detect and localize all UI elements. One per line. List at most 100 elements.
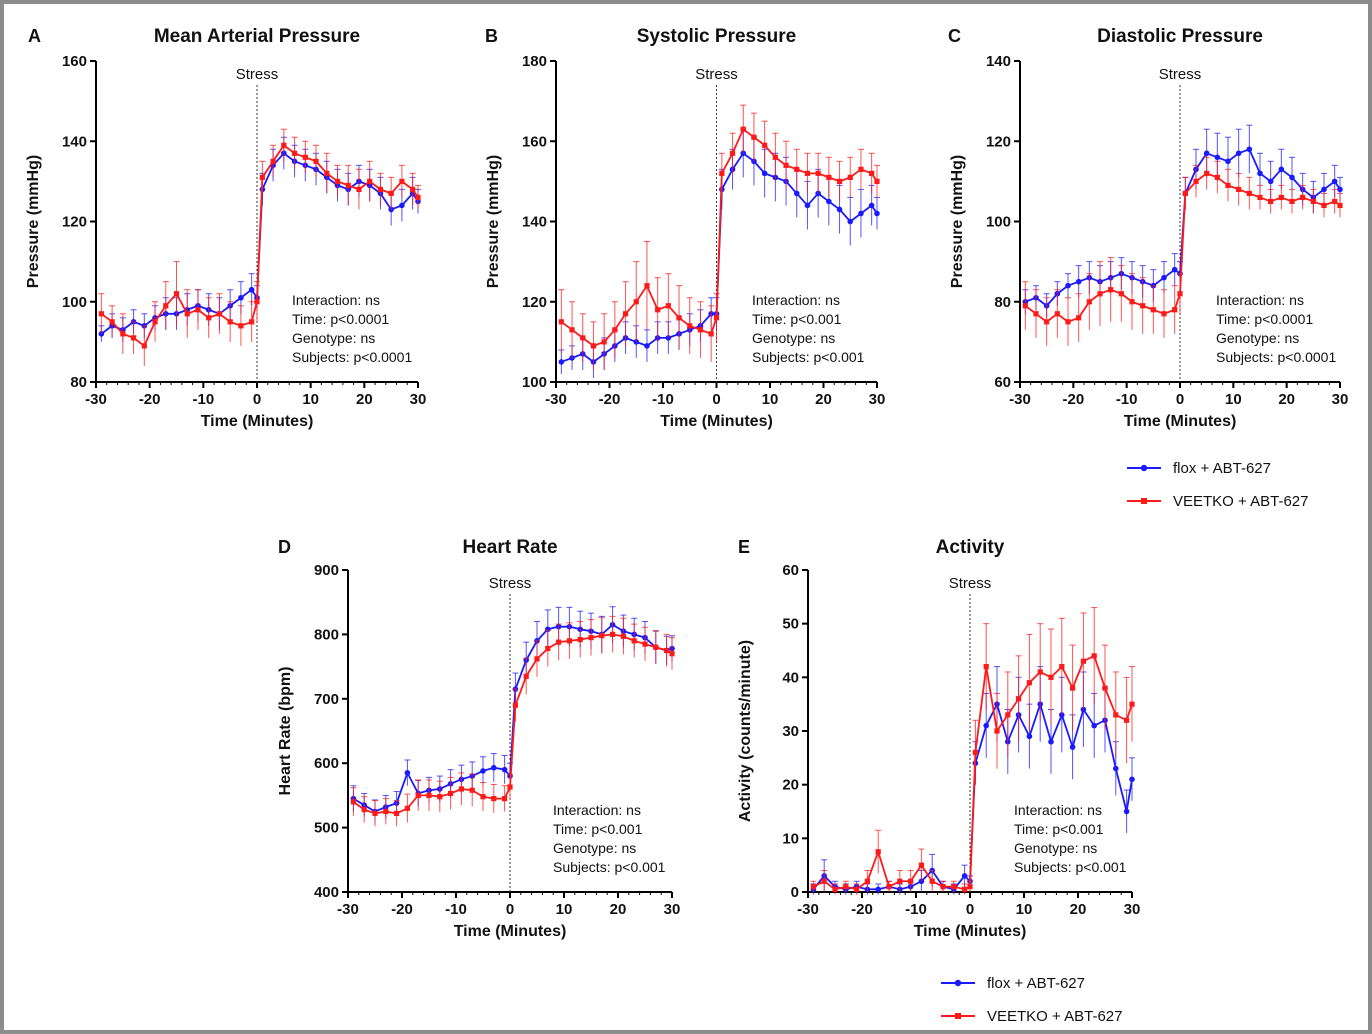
chart-title: Diastolic Pressure (1097, 26, 1263, 47)
data-point (929, 878, 935, 884)
x-tick-label: -10 (1116, 391, 1138, 408)
data-point (383, 808, 389, 815)
data-point (448, 790, 454, 797)
data-point (1129, 701, 1135, 707)
y-tick-label: 180 (522, 53, 547, 70)
stat-annotation: Genotype: ns (1014, 840, 1097, 856)
stat-annotation: Interaction: ns (553, 802, 641, 818)
data-point (426, 792, 432, 798)
data-point (1037, 669, 1043, 675)
stat-annotation: Genotype: ns (1216, 330, 1299, 346)
data-point (1278, 166, 1285, 173)
data-point (1214, 154, 1221, 161)
series-veetko (350, 615, 675, 827)
data-point (1022, 303, 1028, 309)
data-point (254, 299, 260, 305)
chart-title: Mean Arterial Pressure (154, 26, 360, 47)
data-point (713, 315, 720, 321)
data-point (620, 633, 626, 639)
data-point (394, 810, 400, 817)
figure-canvas: A Mean Arterial Pressure80100120140160-30… (25, 26, 1348, 1025)
data-point (676, 315, 682, 321)
data-point (908, 878, 914, 884)
x-tick-label: -10 (445, 901, 467, 918)
data-point (854, 886, 860, 892)
data-point (334, 178, 341, 184)
x-tick-label: 10 (762, 391, 779, 408)
legend-label: flox + ABT-627 (987, 975, 1085, 992)
data-point (972, 749, 978, 756)
series-veetko (558, 104, 880, 370)
data-point (1091, 653, 1097, 659)
legend-marker (955, 1013, 961, 1019)
data-point (1204, 170, 1210, 176)
data-point (1150, 307, 1156, 313)
data-point (195, 307, 201, 313)
legend-marker (1140, 464, 1148, 472)
data-point (469, 787, 475, 793)
chart-panel-a: A Mean Arterial Pressure80100120140160-30… (25, 26, 426, 430)
data-point (410, 186, 416, 192)
data-point (588, 635, 594, 641)
data-point (580, 335, 586, 341)
data-point (1080, 658, 1086, 664)
data-point (740, 126, 746, 132)
stress-label: Stress (1159, 66, 1202, 83)
x-tick-label: -10 (652, 391, 674, 408)
data-point (534, 656, 540, 662)
x-tick-label: 30 (869, 391, 886, 408)
data-point (437, 794, 443, 800)
y-axis-title: Pressure (mmHg) (949, 155, 966, 288)
y-tick-label: 50 (782, 616, 799, 633)
data-point (826, 174, 832, 180)
chart-panel-d: D Heart Rate 400 500 600 700 800 900 -30 -20 -10 0 1… (277, 537, 680, 940)
x-tick-label: 10 (1016, 901, 1033, 918)
series-veetko (810, 607, 1135, 895)
stat-annotation: Time: p<0.0001 (292, 311, 389, 327)
data-point (874, 178, 880, 184)
y-tick-label: 160 (62, 53, 87, 70)
data-point (1161, 311, 1167, 317)
data-point (599, 633, 605, 639)
data-point (399, 202, 405, 209)
data-point (569, 327, 575, 333)
data-point (836, 206, 843, 213)
data-point (875, 849, 881, 855)
x-tick-label: -20 (391, 901, 413, 918)
y-tick-label: 30 (782, 723, 799, 740)
data-point (868, 202, 875, 209)
x-tick-label: 30 (410, 391, 427, 408)
data-point (356, 186, 362, 192)
y-tick-label: 160 (522, 133, 547, 150)
stat-annotation: Time: p<0.001 (752, 311, 842, 327)
data-point (1091, 722, 1097, 729)
data-point (1268, 198, 1274, 205)
data-point (832, 886, 838, 892)
data-point (281, 142, 287, 148)
x-axis-title: Time (Minutes) (914, 923, 1027, 940)
data-point (826, 198, 832, 205)
data-point (1257, 194, 1263, 201)
data-point (1337, 202, 1343, 209)
data-point (523, 673, 529, 679)
data-point (664, 647, 670, 654)
data-point (772, 154, 778, 160)
data-point (415, 194, 421, 201)
chart-panel-e: E Activity 0 10 20 30 40 50 60 -30 -20 -10 0 10 20 30 Ti… (737, 537, 1140, 940)
data-point (1005, 712, 1011, 718)
stress-label: Stress (236, 66, 279, 83)
data-point (415, 792, 421, 798)
y-axis-title: Pressure (mmHg) (25, 155, 42, 288)
data-point (1246, 146, 1253, 153)
data-point (545, 645, 551, 652)
y-tick-label: 700 (314, 691, 339, 708)
stat-annotation: Genotype: ns (292, 330, 375, 346)
x-tick-label: 10 (1225, 391, 1242, 408)
data-point (665, 303, 671, 309)
data-point (783, 162, 789, 168)
x-tick-label: 20 (610, 901, 627, 918)
data-point (793, 190, 800, 197)
data-point (458, 786, 464, 792)
stat-annotation: Genotype: ns (553, 840, 636, 856)
stat-annotation: Time: p<0.001 (1014, 821, 1104, 837)
